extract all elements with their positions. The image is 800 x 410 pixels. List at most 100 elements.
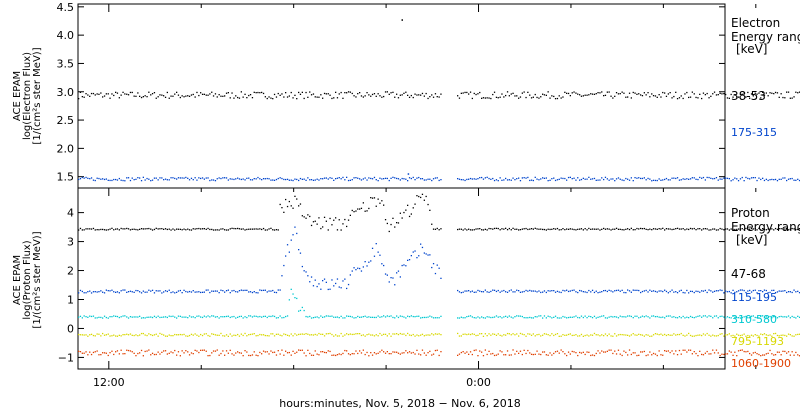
- proton-point-1060-1900: [359, 350, 361, 352]
- proton-point-47-68: [793, 228, 795, 230]
- electron-point-175-315: [140, 180, 143, 182]
- proton-point-115-195: [188, 290, 191, 293]
- proton-point-795-1193: [795, 334, 797, 336]
- proton-point-795-1193: [704, 334, 706, 336]
- proton-point-47-68: [383, 204, 385, 206]
- proton-point-47-68: [680, 228, 682, 230]
- proton-point-115-195: [194, 291, 196, 293]
- proton-point-115-195: [643, 290, 645, 292]
- proton-point-1060-1900: [383, 351, 385, 353]
- proton-point-115-195: [793, 289, 795, 291]
- proton-point-310-580: [778, 316, 780, 318]
- proton-point-115-195: [386, 274, 388, 276]
- electron-y-axis: 1.52.02.53.03.54.04.5: [57, 1, 725, 184]
- electron-point-175-315: [760, 178, 762, 181]
- proton-point-795-1193: [595, 334, 597, 336]
- proton-point-115-195: [135, 289, 137, 292]
- proton-point-47-68: [475, 228, 477, 230]
- proton-point-47-68: [403, 211, 405, 214]
- proton-point-795-1193: [713, 335, 716, 337]
- proton-point-1060-1900: [294, 352, 296, 354]
- electron-point-175-315: [405, 178, 407, 180]
- proton-point-795-1193: [240, 333, 242, 335]
- proton-point-310-580: [96, 317, 98, 319]
- proton-point-115-195: [767, 292, 769, 294]
- proton-point-115-195: [248, 291, 250, 293]
- proton-point-115-195: [636, 289, 638, 291]
- proton-point-310-580: [697, 315, 699, 317]
- electron-point-175-315: [196, 179, 198, 181]
- proton-point-1060-1900: [767, 352, 769, 354]
- proton-point-115-195: [656, 291, 658, 293]
- proton-point-310-580: [536, 316, 538, 318]
- electron-point-175-315: [259, 178, 261, 180]
- proton-point-795-1193: [475, 334, 477, 337]
- proton-point-310-580: [176, 317, 178, 319]
- proton-point-310-580: [342, 317, 344, 319]
- proton-point-1060-1900: [286, 352, 289, 354]
- proton-point-47-68: [329, 217, 331, 220]
- proton-point-310-580: [266, 316, 268, 319]
- electron-point-38-53: [797, 92, 799, 94]
- electron-point-175-315: [579, 179, 581, 181]
- proton-point-47-68: [518, 229, 520, 231]
- electron-point-38-53: [741, 93, 743, 95]
- proton-point-115-195: [621, 289, 623, 291]
- proton-point-115-195: [689, 290, 692, 292]
- electron-point-175-315: [590, 178, 592, 180]
- proton-point-115-195: [105, 289, 107, 291]
- proton-point-795-1193: [96, 333, 98, 335]
- proton-point-310-580: [301, 306, 303, 309]
- proton-point-1060-1900: [155, 353, 157, 356]
- proton-point-47-68: [628, 228, 631, 231]
- electron-point-175-315: [534, 176, 536, 178]
- proton-point-310-580: [251, 316, 254, 318]
- proton-point-115-195: [669, 290, 671, 293]
- proton-point-115-195: [680, 289, 682, 291]
- electron-point-38-53: [107, 93, 109, 95]
- proton-point-795-1193: [569, 333, 571, 335]
- electron-point-175-315: [745, 176, 747, 179]
- electron-point-175-315: [676, 177, 679, 179]
- proton-point-1060-1900: [664, 350, 666, 352]
- proton-point-115-195: [519, 291, 522, 293]
- proton-point-47-68: [543, 228, 546, 231]
- proton-point-795-1193: [466, 333, 468, 336]
- proton-point-310-580: [275, 317, 278, 319]
- proton-point-115-195: [423, 252, 425, 254]
- electron-point-38-53: [641, 95, 644, 97]
- proton-point-47-68: [675, 228, 677, 230]
- proton-point-795-1193: [115, 335, 117, 337]
- proton-point-795-1193: [399, 332, 401, 335]
- proton-ylabel-line-2: log(Proton Flux): [22, 240, 33, 319]
- electron-point-38-53: [179, 96, 181, 99]
- electron-point-175-315: [621, 179, 623, 181]
- electron-point-38-53: [654, 95, 657, 97]
- electron-point-38-53: [207, 94, 209, 96]
- electron-point-38-53: [229, 97, 231, 99]
- electron-point-175-315: [299, 177, 302, 180]
- proton-point-310-580: [78, 316, 80, 318]
- proton-point-310-580: [490, 316, 492, 319]
- electron-point-38-53: [196, 91, 198, 94]
- electron-point-175-315: [521, 177, 523, 179]
- electron-point-38-53: [586, 94, 588, 96]
- proton-point-115-195: [207, 289, 209, 291]
- proton-point-795-1193: [307, 333, 309, 335]
- proton-point-115-195: [625, 292, 627, 294]
- proton-point-310-580: [525, 317, 527, 319]
- proton-point-47-68: [111, 227, 113, 229]
- proton-point-795-1193: [656, 333, 658, 335]
- electron-point-175-315: [383, 178, 385, 180]
- proton-point-310-580: [177, 315, 180, 317]
- electron-point-175-315: [384, 177, 387, 179]
- proton-point-1060-1900: [285, 350, 287, 352]
- proton-point-310-580: [338, 317, 340, 319]
- electron-point-175-315: [549, 179, 551, 181]
- proton-point-310-580: [564, 316, 566, 318]
- proton-point-310-580: [394, 317, 396, 319]
- electron-point-175-315: [699, 176, 701, 179]
- proton-point-115-195: [244, 289, 246, 291]
- electron-point-175-315: [253, 178, 255, 180]
- proton-point-115-195: [699, 291, 701, 293]
